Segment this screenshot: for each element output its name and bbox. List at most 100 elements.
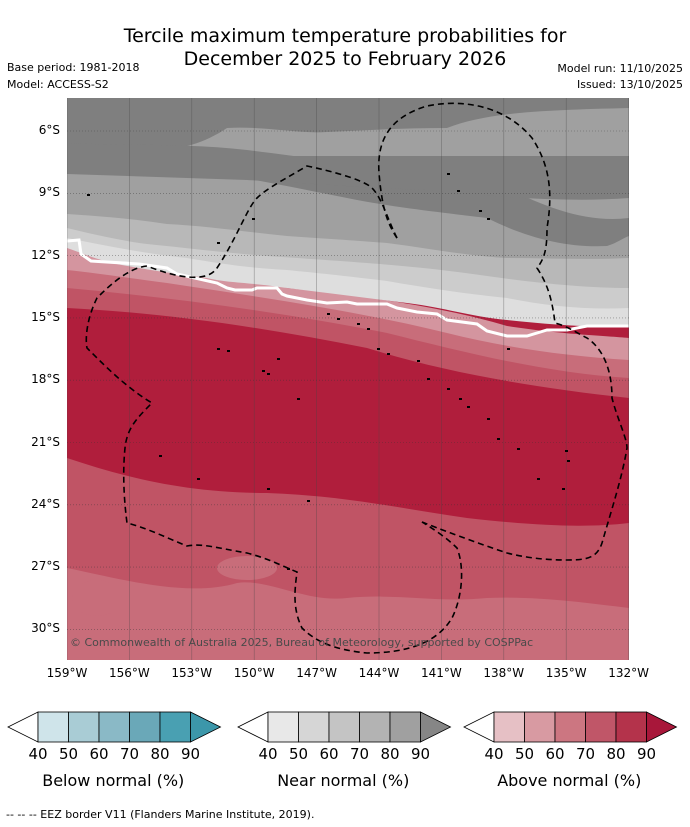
colorbar-segment bbox=[159, 711, 191, 743]
colorbar-tick-label: 40 bbox=[484, 745, 504, 763]
colorbar-tick-label: 40 bbox=[28, 745, 48, 763]
colorbar-segment bbox=[615, 711, 647, 743]
island bbox=[479, 210, 482, 212]
above-60-patch-2 bbox=[217, 556, 277, 580]
island bbox=[87, 194, 90, 196]
island bbox=[337, 318, 340, 320]
colorbar-tick-label: 40 bbox=[258, 745, 278, 763]
longitude-label: 156°W bbox=[109, 666, 150, 680]
colorbar-segment bbox=[554, 711, 586, 743]
colorbar-segment bbox=[129, 711, 161, 743]
island bbox=[497, 438, 500, 440]
colorbar-tick-label: 90 bbox=[410, 745, 431, 763]
colorbar-title: Below normal (%) bbox=[42, 771, 185, 790]
longitude-label: 135°W bbox=[545, 666, 587, 680]
longitude-label: 150°W bbox=[233, 666, 275, 680]
colorbar-tick-label: 80 bbox=[150, 745, 170, 763]
island bbox=[457, 190, 460, 192]
longitude-label: 138°W bbox=[483, 666, 525, 680]
island bbox=[387, 353, 390, 355]
colorbar-title: Above normal (%) bbox=[497, 771, 642, 790]
above-70-north-region bbox=[67, 273, 629, 398]
island bbox=[307, 500, 310, 502]
model-name: Model: ACCESS-S2 bbox=[7, 78, 109, 91]
latitude-label: 30°S bbox=[31, 621, 60, 636]
colorbar-end-arrow bbox=[190, 711, 222, 743]
latitude-label: 21°S bbox=[31, 434, 60, 449]
near-90-region bbox=[67, 98, 629, 153]
island bbox=[487, 218, 490, 220]
longitude-label: 159°W bbox=[46, 666, 88, 680]
title-line-2: December 2025 to February 2026 bbox=[183, 48, 507, 70]
colorbar-tick-label: 70 bbox=[575, 745, 596, 763]
colorbar-segment bbox=[359, 711, 391, 743]
colorbar-segment bbox=[524, 711, 556, 743]
island bbox=[367, 328, 370, 330]
island bbox=[252, 218, 255, 220]
colorbar-tick-label: 50 bbox=[58, 745, 79, 763]
island bbox=[267, 488, 270, 490]
colorbar-tick-label: 60 bbox=[319, 745, 339, 763]
island bbox=[267, 373, 270, 375]
colorbar-segment bbox=[389, 711, 421, 743]
island bbox=[487, 418, 490, 420]
colorbar-tick-label: 90 bbox=[180, 745, 201, 763]
base-period: Base period: 1981-2018 bbox=[7, 61, 140, 74]
colorbar-segment bbox=[98, 711, 130, 743]
colorbar-tick-label: 90 bbox=[636, 745, 657, 763]
island bbox=[447, 173, 450, 175]
eez-border-cook-islands bbox=[85, 165, 463, 654]
above-60-south-region bbox=[67, 568, 629, 660]
island bbox=[377, 348, 380, 350]
title-line-1: Tercile maximum temperature probabilitie… bbox=[123, 25, 567, 47]
island bbox=[565, 450, 568, 452]
longitude-label: 141°W bbox=[421, 666, 462, 680]
colorbar-tick-label: 70 bbox=[119, 745, 140, 763]
colorbar-segment bbox=[267, 711, 299, 743]
island bbox=[159, 455, 162, 457]
colorbar-start-arrow bbox=[7, 711, 39, 743]
latitude-label: 9°S bbox=[38, 185, 60, 200]
model-run: Model run: 11/10/2025 bbox=[557, 62, 683, 75]
island bbox=[447, 388, 450, 390]
above-60-patch bbox=[72, 580, 122, 616]
colorbar-tick-label: 60 bbox=[545, 745, 565, 763]
colorbar-start-arrow bbox=[463, 711, 495, 743]
eez-footnote: -- -- -- EEZ border V11 (Flanders Marine… bbox=[6, 808, 315, 821]
longitude-label: 153°W bbox=[171, 666, 213, 680]
island bbox=[297, 398, 300, 400]
island bbox=[357, 323, 360, 325]
colorbar-segment bbox=[328, 711, 360, 743]
islands bbox=[87, 173, 570, 570]
colorbar-tick-label: 60 bbox=[89, 745, 109, 763]
colorbar-tick-label: 80 bbox=[380, 745, 400, 763]
latitude-label: 6°S bbox=[38, 123, 60, 137]
copyright-notice: © Commonwealth of Australia 2025, Bureau… bbox=[70, 636, 533, 649]
island bbox=[217, 242, 220, 244]
colorbar-tick-label: 80 bbox=[606, 745, 626, 763]
latitude-label: 18°S bbox=[31, 372, 60, 387]
near-90-band-2 bbox=[67, 156, 629, 200]
colorbar-segment bbox=[68, 711, 100, 743]
colorbar bbox=[237, 711, 452, 743]
issued-date: Issued: 13/10/2025 bbox=[576, 78, 683, 91]
island bbox=[567, 460, 570, 462]
colorbar-segment bbox=[585, 711, 617, 743]
island bbox=[417, 360, 420, 362]
colorbar-segment bbox=[493, 711, 525, 743]
colorbar-title: Near normal (%) bbox=[277, 771, 410, 790]
latitude-label: 15°S bbox=[31, 309, 60, 324]
island bbox=[262, 370, 265, 372]
colorbar-tick-label: 50 bbox=[288, 745, 309, 763]
island bbox=[277, 358, 280, 360]
island bbox=[517, 448, 520, 450]
colorbar-tick-label: 70 bbox=[349, 745, 370, 763]
latitude-label: 12°S bbox=[31, 247, 60, 262]
colorbar-tick-label: 50 bbox=[514, 745, 535, 763]
island bbox=[197, 478, 200, 480]
island bbox=[507, 348, 510, 350]
island bbox=[217, 348, 220, 350]
colorbar bbox=[7, 711, 222, 743]
island bbox=[427, 378, 430, 380]
above-60-north-region bbox=[67, 260, 629, 378]
